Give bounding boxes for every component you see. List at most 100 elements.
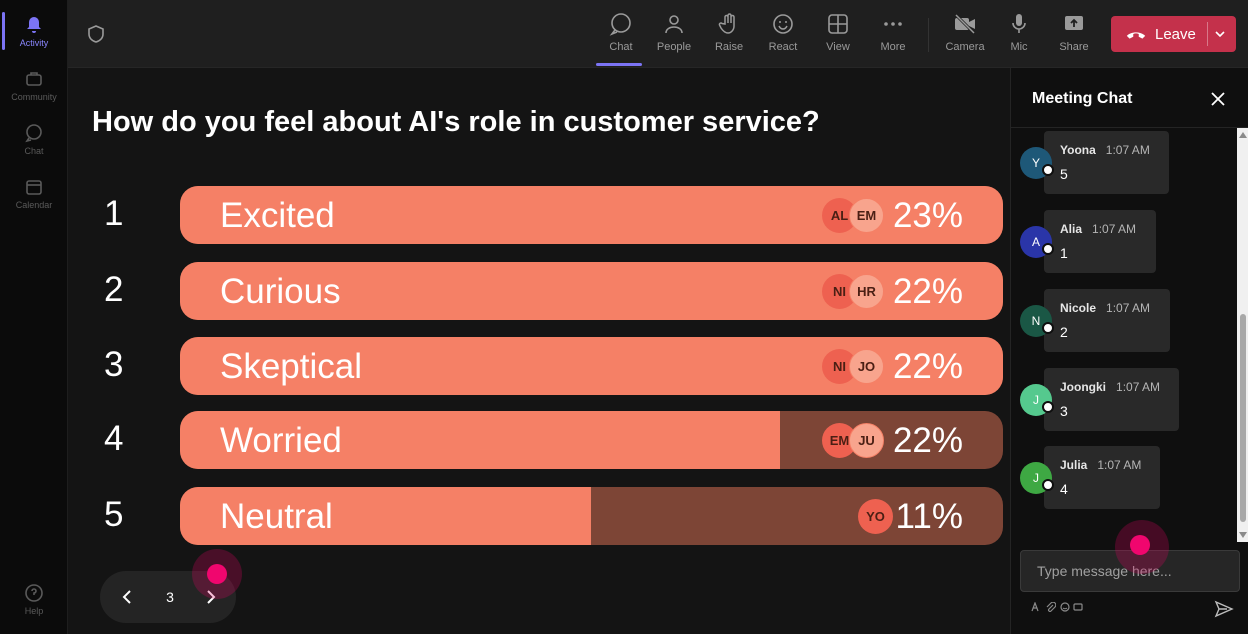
chat-header-divider <box>1011 127 1248 128</box>
poll-option-percent: 22% <box>892 347 963 386</box>
meeting-chat-panel: Meeting Chat Yoona 1:07 AM 5 Y Alia 1:07 AM 1 A… <box>1010 68 1248 634</box>
poll-option-bar[interactable]: Curious NI HR 22% <box>180 262 1003 320</box>
chat-sender-name: Alia <box>1060 222 1083 236</box>
hand-icon <box>718 13 735 34</box>
chat-avatar-initial: J <box>1033 471 1039 485</box>
scroll-up-arrow[interactable] <box>1239 132 1247 138</box>
poll-option-label: Curious <box>220 272 341 311</box>
chat-scrollbar[interactable] <box>1237 128 1248 542</box>
option-number: 4 <box>104 419 124 458</box>
shield-icon[interactable] <box>86 24 106 44</box>
chat-avatar[interactable]: N <box>1020 305 1054 337</box>
chat-sender-name: Julia <box>1060 458 1088 472</box>
voter-avatar: EM <box>849 198 884 233</box>
share-button[interactable]: Share <box>1049 8 1099 60</box>
calendar-icon <box>26 179 42 195</box>
people-button[interactable]: People <box>649 8 699 60</box>
format-icon[interactable] <box>1031 602 1041 612</box>
emoji-icon[interactable] <box>1060 602 1070 612</box>
mic-icon <box>1012 14 1026 33</box>
raise-hand-button[interactable]: Raise <box>704 8 754 60</box>
bell-icon <box>27 16 41 33</box>
meeting-toolbar: Chat People Raise React View More Camera <box>68 0 1248 68</box>
chat-avatar-initial: J <box>1033 393 1039 407</box>
leave-label: Leave <box>1155 25 1196 43</box>
chat-title: Meeting Chat <box>1032 90 1133 107</box>
chat-message[interactable]: Yoona 1:07 AM 5 <box>1044 131 1169 194</box>
chat-message-header: Yoona 1:07 AM <box>1060 141 1169 159</box>
gif-icon[interactable] <box>1073 602 1083 612</box>
rail-label: Community <box>11 91 57 102</box>
poll-option-bar[interactable]: Excited AL EM 23% <box>180 186 1003 244</box>
poll-option-label: Skeptical <box>220 347 363 386</box>
option-number: 3 <box>104 345 124 384</box>
chat-message-header: Joongki 1:07 AM <box>1060 378 1179 396</box>
poll-option-bar[interactable]: Skeptical NI JO 22% <box>180 337 1003 395</box>
chat-icon <box>609 13 631 36</box>
poll-option-percent: 22% <box>892 421 963 460</box>
chevron-left-icon[interactable] <box>116 585 138 609</box>
mic-button[interactable]: Mic <box>994 8 1044 60</box>
more-button-label: More <box>880 41 906 53</box>
chat-avatar[interactable]: J <box>1020 462 1054 494</box>
people-icon <box>665 15 683 34</box>
chat-message[interactable]: Joongki 1:07 AM 3 <box>1044 368 1179 431</box>
rail-label: Activity <box>19 37 49 48</box>
chat-timestamp: 1:07 AM <box>1106 301 1151 315</box>
rail-label: Calendar <box>15 199 53 210</box>
option-number: 5 <box>104 495 124 534</box>
close-icon[interactable] <box>1209 90 1227 108</box>
poll-option-label: Excited <box>220 196 335 235</box>
voter-avatar: YO <box>858 499 893 534</box>
attach-icon[interactable] <box>1046 602 1056 612</box>
chat-button[interactable]: Chat <box>596 8 646 66</box>
poll-option-bar[interactable]: Neutral YO 11% <box>180 487 1003 545</box>
poll-option-percent: 11% <box>895 497 963 536</box>
chat-avatar[interactable]: J <box>1020 384 1054 416</box>
chat-message-input[interactable] <box>1020 550 1240 592</box>
rail-item-community[interactable]: Community <box>0 60 68 110</box>
scroll-thumb[interactable] <box>1240 314 1246 522</box>
rail-item-activity[interactable]: Activity <box>0 6 68 56</box>
view-button[interactable]: View <box>813 8 863 60</box>
mic-button-label: Mic <box>1010 41 1028 53</box>
chat-avatar-initial: A <box>1031 235 1040 249</box>
rail-item-help[interactable]: Help <box>0 574 68 624</box>
camera-button[interactable]: Camera <box>940 8 990 60</box>
poll-stage: How do you feel about AI's role in custo… <box>68 68 1010 634</box>
react-button[interactable]: React <box>758 8 808 60</box>
view-button-label: View <box>826 41 850 53</box>
chat-timestamp: 1:07 AM <box>1092 222 1137 236</box>
rail-item-chat[interactable]: Chat <box>0 114 68 164</box>
hang-up-icon <box>1126 32 1146 39</box>
chevron-right-icon[interactable] <box>200 585 222 609</box>
help-icon <box>25 583 43 602</box>
chat-message[interactable]: Nicole 1:07 AM 2 <box>1044 289 1170 352</box>
scroll-down-arrow[interactable] <box>1239 532 1247 538</box>
chat-timestamp: 1:07 AM <box>1105 143 1150 157</box>
rail-label: Help <box>24 605 44 616</box>
leave-button[interactable]: Leave <box>1111 16 1236 52</box>
share-screen-icon <box>1065 16 1083 30</box>
chat-message[interactable]: Alia 1:07 AM 1 <box>1044 210 1156 273</box>
chat-message[interactable]: Julia 1:07 AM 4 <box>1044 446 1160 509</box>
chat-sender-name: Joongki <box>1060 380 1107 394</box>
poll-option-bar[interactable]: Worried EM JU 22% <box>180 411 1003 469</box>
chat-sender-name: Yoona <box>1060 143 1096 157</box>
more-button[interactable]: More <box>868 8 918 60</box>
camera-off-icon <box>954 13 976 35</box>
chevron-down-icon[interactable] <box>1213 27 1227 41</box>
chat-avatar[interactable]: Y <box>1020 147 1054 179</box>
presence-status <box>1042 322 1054 334</box>
poll-option-percent: 23% <box>892 196 963 235</box>
rail-item-calendar[interactable]: Calendar <box>0 168 68 218</box>
poll-option-percent: 22% <box>892 272 963 311</box>
send-icon[interactable] <box>1214 599 1234 619</box>
presence-status <box>1042 479 1054 491</box>
chat-timestamp: 1:07 AM <box>1097 458 1142 472</box>
raise-button-label: Raise <box>714 41 744 53</box>
toolbar-divider <box>928 18 929 52</box>
chat-avatar[interactable]: A <box>1020 226 1054 258</box>
presence-status <box>1042 243 1054 255</box>
